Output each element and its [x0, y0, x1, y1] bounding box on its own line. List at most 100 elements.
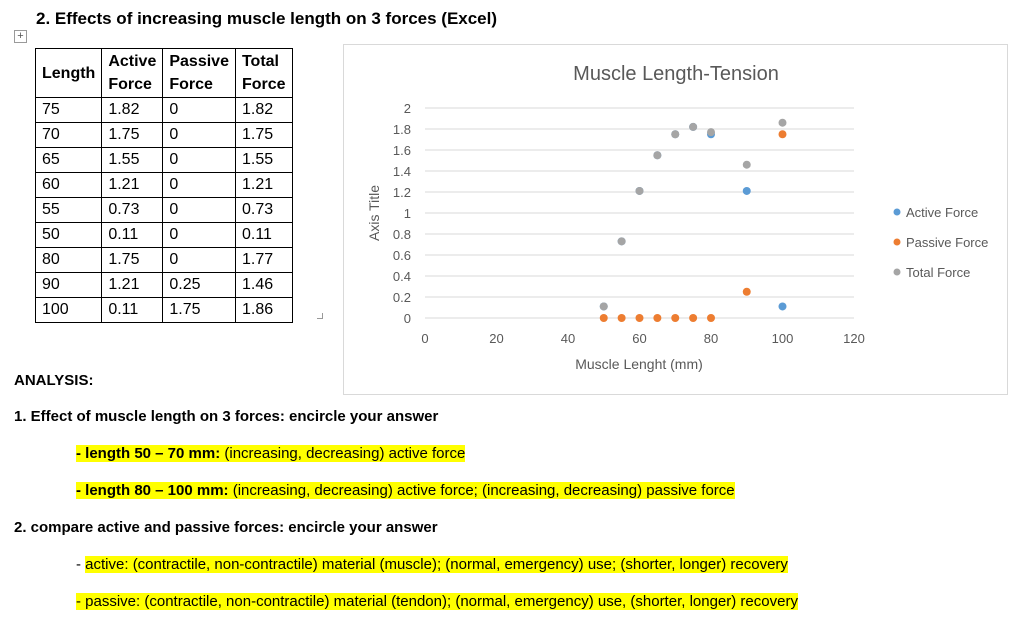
- table-cell: 0.11: [234, 222, 293, 248]
- table-cell: 1.75: [162, 297, 236, 323]
- table-cell: 50: [34, 222, 103, 248]
- table-cell: 0: [162, 147, 236, 173]
- header-total-force: Total Force: [234, 48, 293, 98]
- table-resize-handle[interactable]: [317, 313, 323, 319]
- x-axis-label: Muscle Lenght (mm): [575, 356, 703, 372]
- y-tick-label: 0: [404, 311, 411, 326]
- header-length: Length: [34, 48, 103, 98]
- data-point-passive-force: [599, 314, 608, 322]
- table-cell: 55: [34, 197, 103, 223]
- table-cell: 90: [34, 272, 103, 298]
- q2-line-active: - active: (contractile, non-contractile)…: [76, 556, 788, 573]
- question-1: 1. Effect of muscle length on 3 forces: …: [14, 408, 439, 425]
- table-cell: 0.11: [101, 222, 164, 248]
- table-cell: 1.86: [234, 297, 293, 323]
- y-tick-label: 1: [404, 206, 411, 221]
- legend-marker: [893, 268, 901, 276]
- legend-label: Active Force: [906, 205, 978, 220]
- chart-container[interactable]: Muscle Length-Tension 0 0.2 0.4 0.6 0.8 1 1.2 1.…: [343, 44, 1008, 395]
- header-passive-force: Passive Force: [162, 48, 236, 98]
- data-point-active-force: [742, 186, 751, 195]
- data-point-total-force: [707, 128, 715, 137]
- data-point-passive-force: [778, 130, 787, 139]
- table-cell: 0: [162, 97, 236, 123]
- table-row: 90 1.21 0.25 1.46: [34, 272, 293, 298]
- analysis-title: ANALYSIS:: [14, 372, 94, 389]
- y-tick-label: 0.4: [393, 269, 411, 284]
- table-cell: 0: [162, 122, 236, 148]
- scatter-chart: Muscle Length-Tension 0 0.2 0.4 0.6 0.8 1 1.2 1.…: [366, 63, 988, 372]
- table-cell: 1.55: [234, 147, 293, 173]
- table-row: 80 1.75 0 1.77: [34, 247, 293, 273]
- question-2: 2. compare active and passive forces: en…: [14, 519, 438, 536]
- table-cell: 0: [162, 172, 236, 198]
- legend-marker: [893, 238, 901, 246]
- y-tick-label: 0.6: [393, 248, 411, 263]
- table-cell: 1.82: [234, 97, 293, 123]
- table-cell: 1.77: [234, 247, 293, 273]
- y-tick-label: 2: [404, 101, 411, 116]
- table-row: 60 1.21 0 1.21: [34, 172, 293, 198]
- table-cell: 0: [162, 197, 236, 223]
- x-tick-label: 20: [489, 331, 503, 346]
- table-cell: 80: [34, 247, 103, 273]
- data-point-passive-force: [671, 314, 680, 322]
- table-cell: 65: [34, 147, 103, 173]
- data-point-passive-force: [653, 314, 662, 322]
- data-point-total-force: [778, 118, 787, 127]
- data-table: Length Active Force Passive Force Total For…: [34, 48, 293, 323]
- table-cell: 1.82: [101, 97, 164, 123]
- x-tick-label: 80: [704, 331, 718, 346]
- table-cell: 0: [162, 247, 236, 273]
- table-cell: 75: [34, 97, 103, 123]
- table-cell: 1.21: [234, 172, 293, 198]
- header-active-force: Active Force: [101, 48, 164, 98]
- table-cell: 0.25: [162, 272, 236, 298]
- table-cell: 100: [34, 297, 103, 323]
- legend-label: Passive Force: [906, 235, 988, 250]
- data-point-active-force: [778, 302, 787, 311]
- data-point-passive-force: [742, 287, 751, 296]
- table-cell: 1.55: [101, 147, 164, 173]
- data-point-total-force: [635, 186, 644, 195]
- table-header-row: Length Active Force Passive Force Total For…: [34, 48, 293, 98]
- table-row: 100 0.11 1.75 1.86: [34, 297, 293, 323]
- table-cell: 1.46: [234, 272, 293, 298]
- y-tick-label: 1.4: [393, 164, 411, 179]
- data-point-passive-force: [707, 314, 715, 322]
- data-point-passive-force: [635, 314, 644, 322]
- y-tick-label: 0.2: [393, 290, 411, 305]
- table-cell: 0.73: [101, 197, 164, 223]
- table-cell: 0.11: [101, 297, 164, 323]
- q1-line-1: - length 50 – 70 mm: (increasing, decrea…: [76, 445, 466, 462]
- x-tick-label: 0: [421, 331, 428, 346]
- data-point-total-force: [653, 151, 662, 160]
- y-axis-label: Axis Title: [366, 185, 382, 241]
- table-cell: 0: [162, 222, 236, 248]
- table-cell: 0.73: [234, 197, 293, 223]
- q2-line-passive: - passive: (contractile, non-contractile…: [76, 593, 798, 610]
- q1-line-2: - length 80 – 100 mm: (increasing, decre…: [76, 482, 735, 499]
- table-cell: 70: [34, 122, 103, 148]
- table-row: 70 1.75 0 1.75: [34, 122, 293, 148]
- y-tick-label: 1.8: [393, 122, 411, 137]
- y-tick-label: 1.2: [393, 185, 411, 200]
- data-point-total-force: [742, 160, 751, 169]
- table-move-handle-icon[interactable]: +: [14, 30, 27, 43]
- table-cell: 1.21: [101, 172, 164, 198]
- x-tick-label: 100: [772, 331, 794, 346]
- table-cell: 60: [34, 172, 103, 198]
- table-cell: 1.75: [101, 122, 164, 148]
- data-point-passive-force: [617, 314, 626, 322]
- table-row: 65 1.55 0 1.55: [34, 147, 293, 173]
- page-heading: 2. Effects of increasing muscle length o…: [36, 9, 498, 28]
- y-tick-label: 1.6: [393, 143, 411, 158]
- y-tick-label: 0.8: [393, 227, 411, 242]
- x-tick-label: 60: [632, 331, 646, 346]
- legend-marker: [893, 208, 901, 216]
- data-point-total-force: [599, 302, 608, 311]
- data-point-total-force: [689, 122, 698, 131]
- chart-title: Muscle Length-Tension: [573, 63, 779, 85]
- table-row: 55 0.73 0 0.73: [34, 197, 293, 223]
- data-point-total-force: [671, 130, 680, 139]
